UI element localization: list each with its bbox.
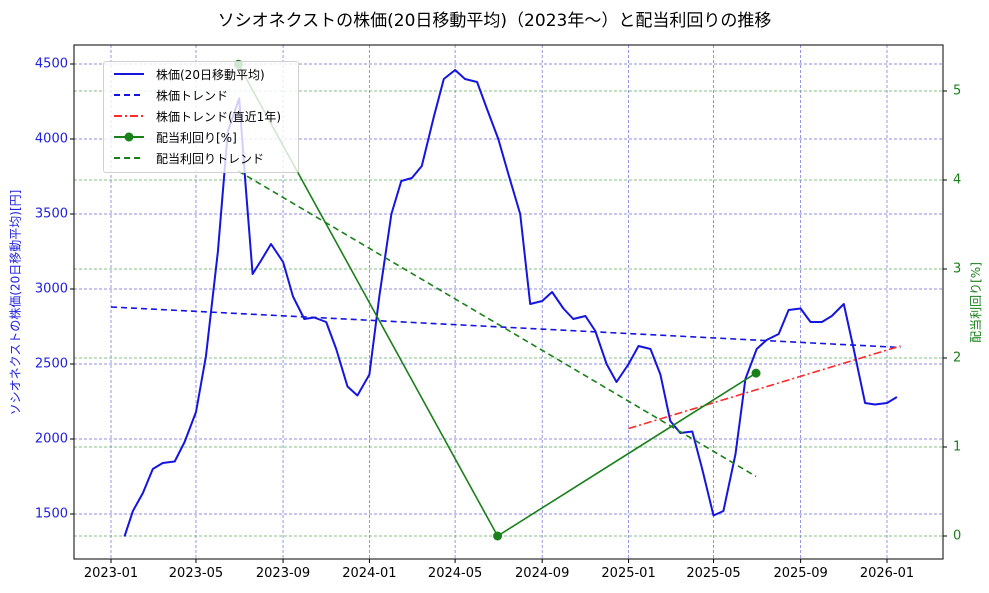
x-tick-label: 2024-05 xyxy=(427,566,483,581)
legend-item-yield: 配当利回り[%] xyxy=(112,128,237,146)
left-y-tick-label: 4000 xyxy=(34,131,68,147)
x-tick-label: 2025-01 xyxy=(601,566,656,581)
price-trend-recent-line xyxy=(628,345,901,430)
plot-frame xyxy=(73,44,944,560)
left-y-tick-label: 3000 xyxy=(34,281,68,297)
right-y-tick-label: 5 xyxy=(953,83,962,99)
solid-line-icon xyxy=(114,73,144,75)
legend-item-price: 株価(20日移動平均) xyxy=(112,65,265,83)
left-y-tick-label: 1500 xyxy=(34,506,68,522)
legend-item-price-trend: 株価トレンド xyxy=(112,86,228,104)
left-y-tick-label: 3500 xyxy=(34,206,68,222)
x-tick-label: 2025-05 xyxy=(686,566,741,581)
right-y-tick-label: 4 xyxy=(953,172,962,188)
dashed-line-icon xyxy=(114,94,144,96)
x-tick-label: 2024-01 xyxy=(342,566,397,581)
x-tick-label: 2024-09 xyxy=(515,566,570,581)
yield-trend-line xyxy=(237,170,757,478)
left-y-tick-label: 4500 xyxy=(34,56,68,72)
axis-ticks xyxy=(70,63,947,563)
price-trend-line xyxy=(110,306,901,349)
price-line xyxy=(123,69,898,537)
left-y-tick-label: 2000 xyxy=(34,431,68,447)
legend-item-price-trend-recent: 株価トレンド(直近1年) xyxy=(112,107,281,125)
yield-marker xyxy=(751,368,761,378)
x-tick-label: 2023-05 xyxy=(168,566,224,581)
right-y-tick-label: 3 xyxy=(953,261,962,277)
right-y-axis-label: 配当利回り[%] xyxy=(968,261,983,343)
dashdot-line-icon xyxy=(114,115,144,117)
x-tick-label: 2023-09 xyxy=(255,566,311,581)
left-y-axis-label: ソシオネクストの株価(20日移動平均)[円] xyxy=(8,189,23,415)
legend-item-yield-trend: 配当利回りトレンド xyxy=(112,149,264,167)
x-tick-label: 2025-09 xyxy=(773,566,828,581)
right-y-tick-label: 0 xyxy=(953,528,962,544)
right-y-tick-label: 1 xyxy=(953,439,962,455)
legend: 株価(20日移動平均) 株価トレンド 株価トレンド(直近1年) 配当利回り[%]… xyxy=(103,61,299,173)
line-marker-icon xyxy=(114,132,144,142)
chart-title: ソシオネクストの株価(20日移動平均)（2023年～）と配当利回りの推移 xyxy=(217,11,772,31)
x-tick-label: 2023-01 xyxy=(83,566,139,581)
x-tick-label: 2026-01 xyxy=(859,566,915,581)
right-y-tick-label: 2 xyxy=(953,350,962,366)
left-y-tick-label: 2500 xyxy=(34,356,68,372)
yield-marker xyxy=(493,531,503,541)
dashed-line-icon xyxy=(114,157,144,159)
